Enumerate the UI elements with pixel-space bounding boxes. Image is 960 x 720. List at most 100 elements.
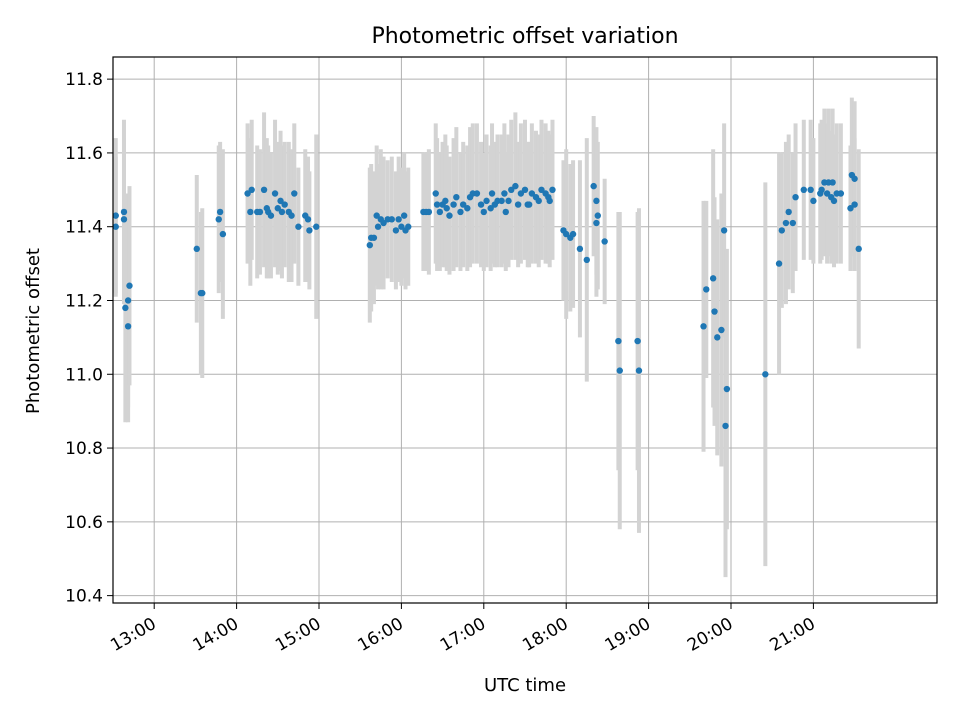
data-point	[505, 197, 512, 205]
data-point	[450, 201, 457, 208]
x-tick-label: 17:00	[437, 614, 489, 656]
y-tick-label: 11.2	[65, 291, 103, 311]
data-point	[395, 216, 402, 223]
data-point	[851, 175, 858, 182]
data-point	[487, 205, 494, 212]
data-point	[405, 223, 412, 230]
data-point	[380, 219, 387, 227]
data-point	[709, 275, 717, 282]
data-point	[711, 308, 718, 315]
data-point	[244, 190, 251, 197]
x-tick-label: 15:00	[272, 614, 324, 656]
data-point	[528, 190, 536, 197]
data-point	[546, 197, 553, 205]
data-point	[473, 190, 481, 197]
data-point	[432, 190, 439, 197]
y-tick-label: 10.6	[65, 513, 103, 533]
y-axis-ticks: 10.4 10.6 10.8 11.0 11.2 11.4 11.6 11.8	[65, 70, 113, 607]
data-point	[295, 223, 302, 230]
data-point	[373, 212, 380, 219]
data-point	[260, 186, 268, 194]
data-point	[563, 230, 570, 238]
data-point	[593, 197, 600, 205]
data-point	[193, 245, 200, 253]
data-point	[483, 197, 490, 205]
data-point	[714, 334, 721, 341]
data-point	[398, 223, 405, 230]
data-point	[288, 212, 295, 219]
data-point	[480, 208, 487, 216]
data-point	[722, 422, 729, 430]
data-point	[442, 197, 449, 205]
data-point	[823, 190, 831, 197]
data-point	[616, 367, 623, 374]
y-tick-label: 10.8	[65, 439, 103, 459]
data-point	[247, 208, 254, 216]
data-point	[256, 208, 264, 216]
data-point	[549, 186, 556, 194]
x-tick-label: 14:00	[190, 614, 242, 656]
x-tick-label: 16:00	[354, 614, 406, 656]
data-point	[818, 186, 825, 194]
plot-frame	[112, 56, 938, 604]
data-point	[291, 190, 298, 197]
data-point	[525, 201, 533, 208]
error-bars	[113, 97, 861, 578]
y-tick-label: 11.0	[65, 365, 103, 385]
y-tick-label: 11.6	[65, 144, 103, 164]
data-point	[274, 205, 281, 212]
data-point	[271, 190, 279, 197]
data-point	[601, 238, 608, 245]
data-point	[700, 323, 707, 330]
data-point	[215, 216, 222, 223]
data-point	[374, 223, 382, 230]
data-point	[851, 201, 858, 208]
data-point	[477, 201, 485, 208]
data-point	[366, 241, 374, 249]
data-point	[457, 208, 464, 216]
data-point	[443, 205, 450, 212]
data-point	[446, 212, 453, 219]
data-point	[720, 227, 728, 234]
data-point	[304, 216, 312, 223]
data-point	[521, 186, 529, 194]
grid-lines	[113, 57, 937, 603]
data-point	[425, 208, 433, 216]
data-point	[453, 193, 460, 201]
data-point	[789, 219, 796, 227]
data-point	[517, 190, 525, 197]
x-tick-label: 18:00	[519, 614, 571, 656]
data-point	[124, 323, 132, 330]
data-point	[388, 216, 395, 223]
data-point	[703, 286, 710, 293]
data-point	[436, 208, 444, 216]
data-point	[810, 197, 817, 205]
data-point	[313, 223, 320, 230]
data-point	[508, 186, 515, 194]
data-point	[785, 208, 792, 216]
data-point	[615, 337, 622, 345]
data-point	[512, 182, 519, 190]
data-point	[498, 197, 505, 205]
data-point	[216, 208, 224, 216]
y-tick-label: 11.4	[65, 218, 103, 238]
data-point	[762, 371, 769, 378]
data-point	[248, 186, 255, 194]
data-point	[281, 201, 288, 208]
data-point	[569, 230, 577, 238]
data-point	[593, 219, 600, 227]
data-point	[792, 193, 799, 201]
data-point	[278, 208, 286, 216]
data-point	[782, 219, 790, 227]
x-tick-label: 13:00	[107, 614, 159, 656]
data-point	[514, 201, 522, 208]
data-point	[807, 186, 814, 194]
data-point	[583, 256, 590, 264]
data-point	[120, 208, 128, 216]
data-point	[830, 197, 838, 205]
x-axis-label: UTC time	[484, 675, 566, 696]
data-point	[718, 326, 725, 334]
data-point	[594, 212, 601, 219]
data-point	[112, 223, 119, 230]
